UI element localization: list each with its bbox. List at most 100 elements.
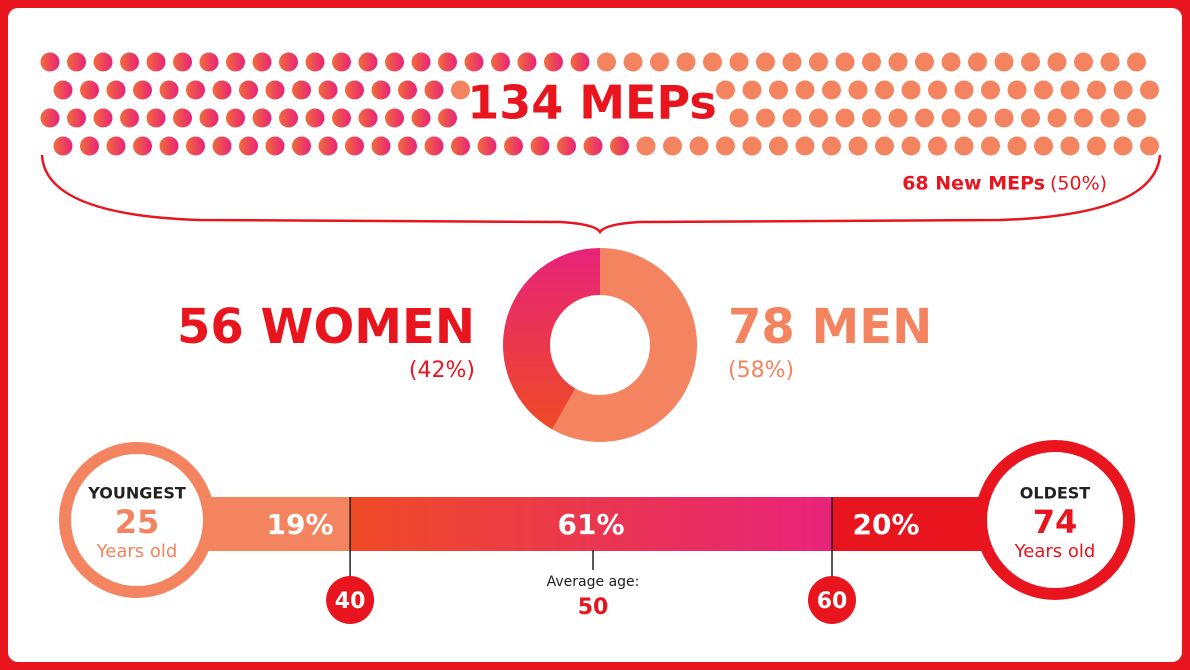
oldest-age: 74 (1033, 503, 1078, 541)
dot (93, 108, 113, 128)
dot (40, 52, 60, 72)
dot (848, 136, 868, 156)
dot (438, 52, 457, 72)
dot (146, 52, 166, 72)
age-band-label: 19% (267, 508, 334, 541)
dot (146, 108, 166, 128)
dot (67, 52, 86, 72)
dot (1034, 136, 1053, 156)
dot (1140, 80, 1159, 100)
dot (226, 108, 245, 128)
dot (133, 80, 152, 100)
dot (1127, 108, 1146, 128)
youngest-age: 25 (115, 503, 160, 541)
dot (888, 108, 908, 128)
dot (332, 108, 351, 128)
dot (875, 80, 894, 100)
new-meps-share: (50%) (1050, 173, 1107, 195)
dot (901, 136, 921, 156)
dot (239, 80, 258, 100)
bound-circle (808, 576, 856, 624)
new-meps-label: 68 New MEPs (902, 173, 1045, 195)
dot (769, 80, 788, 100)
dot (822, 80, 841, 100)
dot (1007, 80, 1027, 100)
age-band-label: 20% (852, 508, 919, 541)
dot (252, 52, 272, 72)
dot (1007, 136, 1027, 156)
bound-circle (326, 576, 375, 624)
dot (650, 52, 669, 72)
dot (557, 136, 576, 156)
dot (67, 108, 86, 128)
men-label: 78 MEN (728, 299, 932, 355)
dot (809, 108, 828, 128)
youngest-unit: Years old (96, 541, 178, 562)
dot (411, 108, 431, 128)
dot (424, 80, 444, 100)
dot (120, 108, 139, 128)
dot (716, 136, 735, 156)
dot (782, 108, 802, 128)
bound-label: 40 (335, 589, 366, 614)
youngest-title: YOUNGEST (87, 484, 186, 503)
dot (610, 136, 629, 156)
dot (252, 108, 272, 128)
dot (742, 136, 762, 156)
dot (1087, 136, 1106, 156)
dot (1127, 52, 1146, 72)
dot (1100, 108, 1120, 128)
dot (199, 108, 219, 128)
age-band (200, 497, 351, 551)
dot (928, 80, 947, 100)
dot (212, 136, 232, 156)
men-share: (58%) (728, 358, 794, 383)
dot (1140, 136, 1159, 156)
dot (809, 52, 828, 72)
dot (1074, 52, 1093, 72)
dot (862, 108, 881, 128)
dot (1087, 80, 1106, 100)
dot (371, 136, 391, 156)
dot (451, 136, 470, 156)
dot (1060, 136, 1080, 156)
dot (491, 52, 510, 72)
women-share: (42%) (409, 358, 475, 383)
dot (292, 136, 311, 156)
headline: 134 MEPs (467, 76, 717, 130)
dot (756, 108, 775, 128)
dot (597, 52, 616, 72)
dot-field (40, 52, 1159, 156)
dot (623, 52, 643, 72)
dot (795, 80, 815, 100)
average-value: 50 (578, 595, 609, 620)
dot (663, 136, 682, 156)
brace (40, 154, 1162, 235)
dot (40, 108, 60, 128)
dot (981, 80, 1000, 100)
dot (358, 108, 378, 128)
dot (212, 80, 232, 100)
dot (398, 136, 417, 156)
dot (769, 136, 788, 156)
dot (451, 80, 470, 100)
dot (1047, 108, 1067, 128)
dot (676, 52, 696, 72)
dot (318, 80, 338, 100)
dot (199, 52, 219, 72)
oldest-unit: Years old (1014, 541, 1096, 562)
bound-label: 60 (817, 589, 848, 614)
dot (504, 136, 523, 156)
dot (875, 136, 894, 156)
dot (1047, 52, 1067, 72)
dot (954, 80, 974, 100)
dot (305, 52, 325, 72)
dot (915, 52, 934, 72)
dot (239, 136, 258, 156)
age-band (350, 497, 832, 551)
dot (371, 80, 391, 100)
dot (756, 52, 775, 72)
age-bar: 19% 61% 20% 40 60 (200, 497, 990, 624)
dot (729, 52, 749, 72)
